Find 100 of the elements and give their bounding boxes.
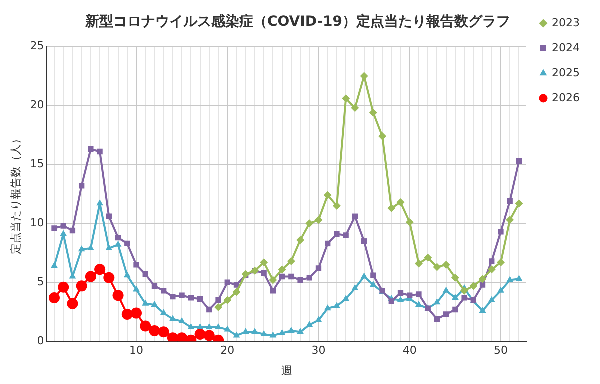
point	[479, 306, 486, 313]
point	[388, 298, 394, 304]
point	[179, 292, 185, 298]
point	[270, 288, 276, 294]
point	[424, 254, 432, 262]
point	[112, 290, 124, 302]
point	[278, 266, 286, 274]
point	[297, 328, 304, 334]
point	[176, 332, 188, 342]
point	[234, 282, 240, 288]
point	[232, 288, 241, 296]
point	[78, 246, 86, 252]
point	[51, 262, 58, 268]
point	[194, 329, 206, 340]
point	[214, 303, 223, 312]
point	[288, 274, 294, 280]
x-tick-label: 30	[312, 344, 326, 358]
point	[496, 258, 505, 267]
point	[70, 228, 76, 234]
point	[170, 294, 176, 300]
legend-label: 2025	[552, 66, 580, 80]
point	[85, 271, 96, 282]
point	[351, 104, 360, 112]
legend-label: 2024	[552, 41, 580, 54]
point	[488, 296, 496, 302]
point	[324, 191, 332, 200]
point	[251, 328, 258, 334]
y-tick-label: 20	[30, 98, 44, 112]
point	[97, 148, 103, 155]
point	[124, 240, 130, 247]
point	[114, 240, 122, 247]
x-tick-label: 10	[130, 344, 144, 358]
point	[270, 332, 277, 338]
point	[498, 229, 504, 235]
point	[442, 286, 450, 293]
point	[352, 214, 358, 220]
point	[122, 308, 133, 320]
point	[315, 316, 322, 322]
point	[152, 283, 158, 290]
y-tick-label: 0	[37, 334, 44, 348]
point	[260, 330, 268, 337]
point	[296, 236, 305, 244]
point	[188, 323, 195, 330]
legend-label: 2023	[552, 16, 580, 30]
point	[60, 230, 68, 236]
point	[88, 146, 94, 152]
point	[287, 257, 296, 266]
point	[443, 312, 450, 318]
x-tick-label: 40	[402, 344, 417, 358]
point	[480, 282, 486, 288]
point	[149, 325, 160, 336]
point	[261, 270, 267, 276]
point	[332, 202, 341, 210]
point	[206, 323, 213, 330]
point	[470, 282, 478, 290]
point	[462, 295, 468, 301]
point	[197, 296, 204, 302]
point	[224, 326, 232, 332]
point	[131, 308, 142, 319]
x-tick-label: 20	[220, 344, 235, 358]
point	[378, 132, 387, 140]
point	[52, 226, 58, 232]
point	[489, 258, 495, 264]
point	[196, 323, 204, 330]
point	[361, 238, 368, 244]
point	[325, 240, 331, 247]
point	[507, 198, 513, 204]
point	[334, 231, 340, 238]
point	[76, 280, 88, 292]
y-tick-label: 15	[30, 158, 44, 171]
point	[78, 183, 85, 189]
point	[204, 330, 215, 342]
point	[269, 276, 278, 284]
point	[142, 272, 148, 278]
point	[242, 328, 250, 334]
point	[278, 329, 286, 336]
point	[298, 277, 304, 284]
point	[316, 266, 322, 272]
point	[334, 302, 340, 308]
y-tick-label: 10	[30, 216, 44, 230]
point	[94, 264, 106, 276]
point	[498, 286, 504, 293]
point	[124, 272, 131, 278]
point	[134, 262, 140, 268]
point	[60, 223, 66, 229]
point	[369, 108, 378, 117]
point	[233, 332, 240, 338]
point	[206, 306, 212, 313]
point	[388, 204, 396, 212]
point	[478, 275, 487, 284]
point	[188, 295, 194, 301]
point	[169, 315, 176, 322]
point	[452, 306, 458, 313]
point	[370, 272, 376, 278]
point	[306, 321, 314, 328]
point	[442, 260, 450, 269]
point	[460, 286, 469, 295]
point	[397, 296, 404, 302]
x-axis-title: 週	[281, 364, 292, 378]
point	[106, 244, 113, 250]
